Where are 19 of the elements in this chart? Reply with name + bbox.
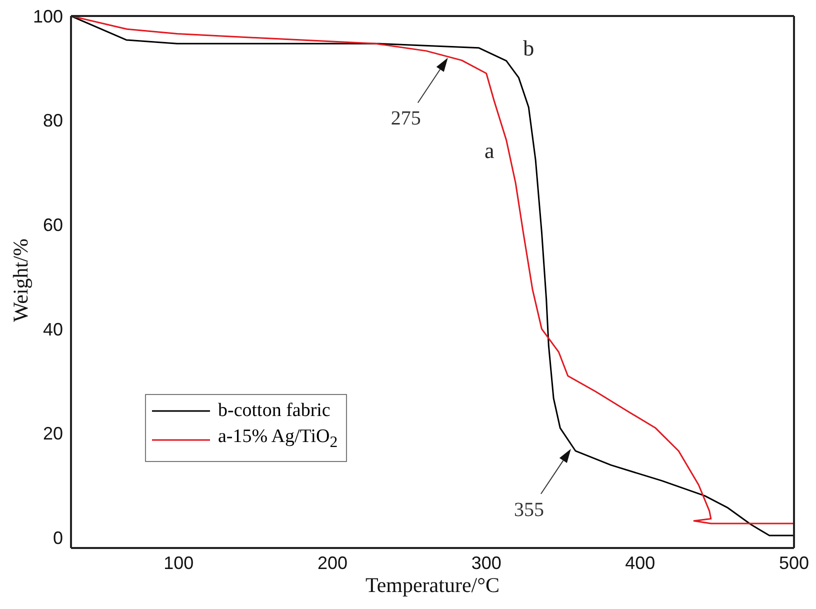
y-tick-label: 60 [42,215,63,236]
annotation: b [523,36,534,61]
x-tick-label: 400 [625,552,656,573]
x-tick-label: 500 [778,552,810,573]
y-tick-label: 40 [42,319,63,340]
y-tick-label: 80 [42,110,63,131]
legend-label: a-15% Ag/TiO$_{2}$ [218,425,338,453]
x-tick-label: 200 [317,552,348,573]
y-axis-title: Weight/% [8,238,32,322]
legend-label: b-cotton fabric [218,399,330,423]
annotation: 275 [390,108,421,130]
y-tick-label: 20 [42,424,63,444]
y-tick-label: 0 [52,528,63,548]
x-tick-label: 300 [471,552,502,573]
x-axis-title: Temperature/°C [365,573,500,597]
x-tick-label: 100 [164,552,194,573]
annotation: 355 [514,498,544,521]
y-tick-label: 100 [32,6,63,26]
annotation: a [484,138,494,164]
